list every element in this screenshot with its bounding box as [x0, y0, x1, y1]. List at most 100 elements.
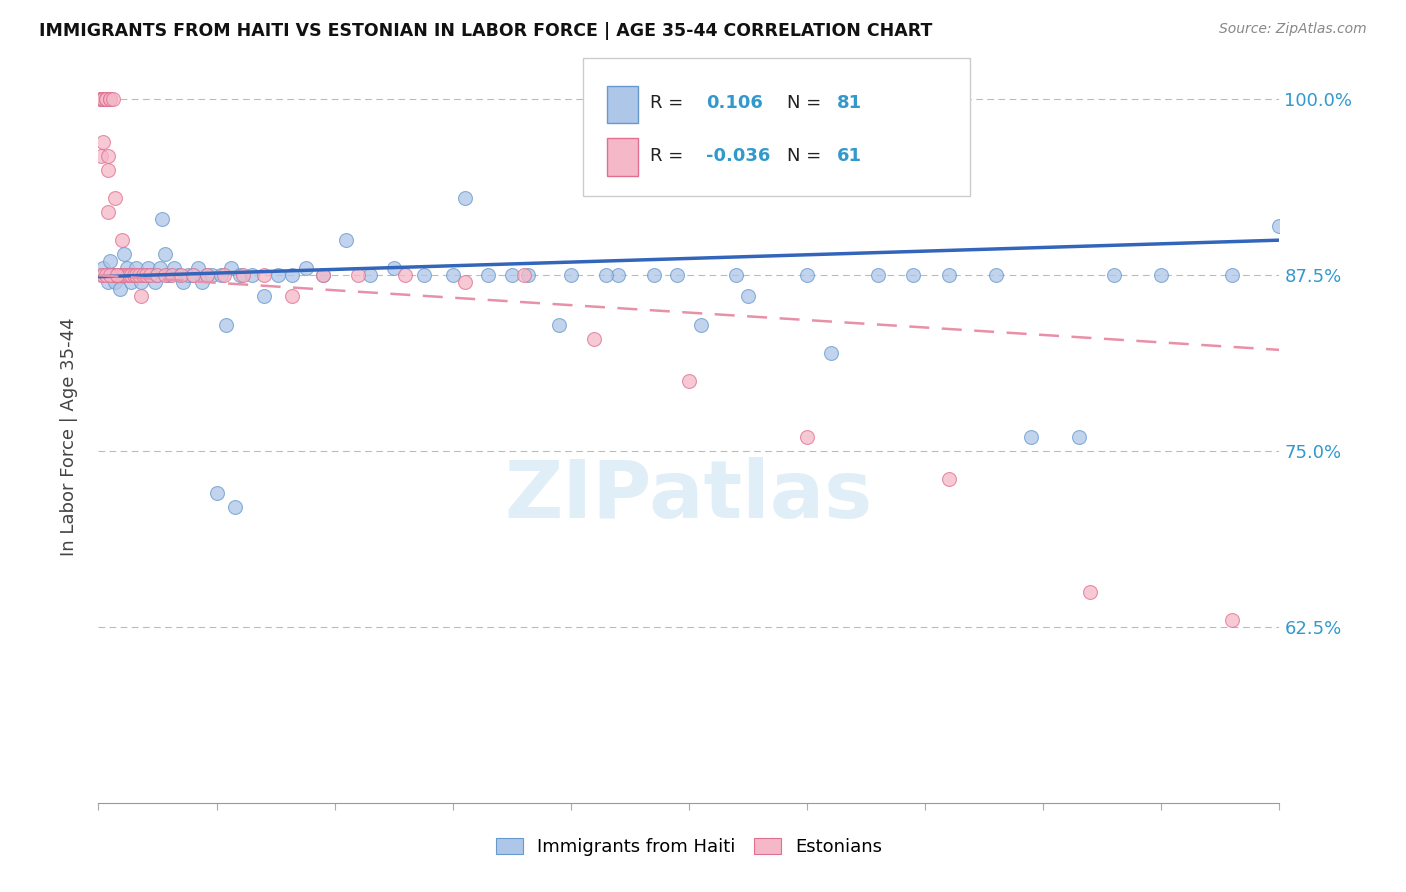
- Text: 81: 81: [837, 95, 862, 112]
- Point: [583, 332, 606, 346]
- Point: [163, 261, 186, 276]
- Point: [267, 268, 290, 283]
- Point: [128, 268, 150, 283]
- Point: [1220, 613, 1243, 627]
- Point: [903, 268, 925, 283]
- Point: [177, 268, 200, 283]
- Point: [157, 268, 180, 283]
- Y-axis label: In Labor Force | Age 35-44: In Labor Force | Age 35-44: [59, 318, 77, 557]
- Point: [139, 268, 162, 283]
- Point: [1102, 268, 1125, 283]
- Legend: Immigrants from Haiti, Estonians: Immigrants from Haiti, Estonians: [488, 830, 890, 863]
- Point: [91, 93, 114, 107]
- Point: [281, 289, 304, 303]
- Point: [108, 268, 131, 283]
- Point: [678, 374, 700, 388]
- Point: [548, 318, 571, 332]
- Point: [796, 268, 818, 283]
- Point: [1080, 584, 1102, 599]
- Point: [121, 276, 143, 290]
- Point: [105, 268, 128, 283]
- Point: [111, 268, 134, 283]
- Point: [91, 261, 114, 276]
- Point: [97, 205, 120, 219]
- Point: [1220, 268, 1243, 283]
- Point: [359, 268, 381, 283]
- Point: [90, 93, 112, 107]
- Point: [135, 268, 157, 283]
- Point: [142, 268, 165, 283]
- Point: [149, 261, 172, 276]
- Point: [820, 345, 842, 359]
- Point: [94, 268, 117, 283]
- Point: [607, 268, 630, 283]
- Point: [90, 268, 112, 283]
- Point: [1150, 268, 1173, 283]
- Point: [191, 276, 214, 290]
- Point: [181, 268, 204, 283]
- Point: [101, 268, 124, 283]
- Point: [98, 93, 121, 107]
- Point: [111, 233, 134, 247]
- Text: -0.036: -0.036: [706, 147, 770, 165]
- Point: [312, 268, 335, 283]
- Point: [796, 430, 818, 444]
- Point: [413, 268, 436, 283]
- Point: [205, 486, 228, 500]
- Point: [91, 135, 114, 149]
- Point: [477, 268, 499, 283]
- Point: [112, 247, 135, 261]
- Point: [167, 268, 190, 283]
- Point: [94, 93, 117, 107]
- Point: [240, 268, 263, 283]
- Point: [150, 212, 173, 227]
- Point: [160, 268, 183, 283]
- Point: [725, 268, 748, 283]
- Text: 61: 61: [837, 147, 862, 165]
- Point: [91, 93, 114, 107]
- Point: [181, 268, 204, 283]
- Point: [104, 191, 127, 205]
- Point: [560, 268, 582, 283]
- Point: [1067, 430, 1090, 444]
- Text: R =: R =: [650, 95, 689, 112]
- Point: [195, 268, 218, 283]
- Point: [139, 268, 162, 283]
- Point: [111, 268, 134, 283]
- Point: [231, 268, 253, 283]
- Point: [146, 268, 169, 283]
- Point: [229, 268, 252, 283]
- Point: [143, 276, 166, 290]
- Point: [156, 268, 179, 283]
- Point: [98, 268, 121, 283]
- Point: [129, 289, 152, 303]
- Point: [253, 289, 276, 303]
- Point: [195, 268, 218, 283]
- Point: [105, 268, 128, 283]
- Point: [512, 268, 534, 283]
- Point: [91, 268, 114, 283]
- Point: [984, 268, 1007, 283]
- Point: [595, 268, 617, 283]
- Point: [281, 268, 304, 283]
- Point: [689, 318, 711, 332]
- Point: [201, 268, 224, 283]
- Point: [866, 268, 889, 283]
- Point: [97, 149, 120, 163]
- Point: [132, 268, 155, 283]
- Point: [125, 261, 148, 276]
- Point: [98, 93, 121, 107]
- Point: [501, 268, 523, 283]
- Text: IMMIGRANTS FROM HAITI VS ESTONIAN IN LABOR FORCE | AGE 35-44 CORRELATION CHART: IMMIGRANTS FROM HAITI VS ESTONIAN IN LAB…: [39, 22, 932, 40]
- Point: [643, 268, 665, 283]
- Point: [115, 261, 138, 276]
- Point: [104, 268, 127, 283]
- Point: [153, 247, 176, 261]
- Point: [153, 268, 176, 283]
- Point: [295, 261, 318, 276]
- Text: N =: N =: [787, 95, 827, 112]
- Point: [90, 149, 112, 163]
- Point: [219, 261, 242, 276]
- Text: 0.106: 0.106: [706, 95, 762, 112]
- Point: [394, 268, 416, 283]
